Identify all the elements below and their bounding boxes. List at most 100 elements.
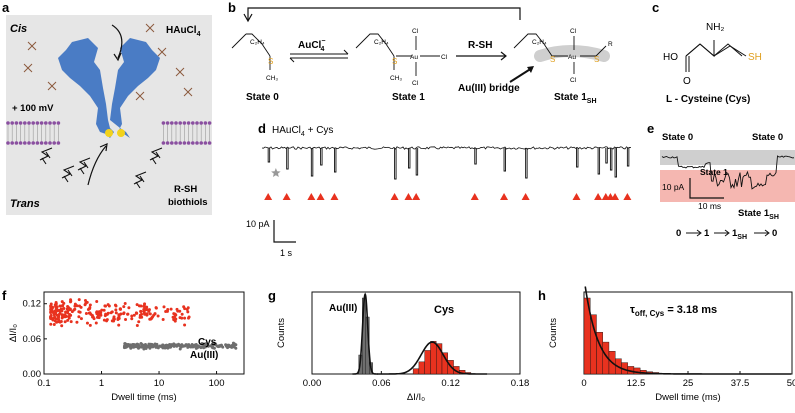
f-legend-cys: Cys [198,337,217,348]
h-xtick-label: 12.5 [627,378,646,389]
aucl4-molecule [27,41,37,51]
biothiol-molecules [39,147,163,189]
lipid-head [56,141,61,145]
lipid-head [10,141,14,145]
state0-label: State 0 [246,92,279,103]
f-point-auiii [234,346,238,350]
f-xtick-label: 1 [99,378,104,389]
f-point-cys [69,298,73,302]
f-point-cys [112,319,116,323]
h-xtick-label: 25 [683,378,694,389]
f-point-cys [95,299,99,303]
lipid-head [31,121,35,125]
f-point-auiii [225,344,229,348]
f-point-cys [154,306,158,310]
f-point-cys [100,308,104,312]
f-point-cys [142,309,146,313]
g-bar-cys [424,350,431,375]
f-point-cys [77,310,81,314]
f-point-cys [88,323,92,327]
f-point-auiii [168,343,172,347]
g-xtick-label: 0.12 [441,378,460,389]
f-point-cys [63,313,67,317]
f-point-cys [79,305,83,309]
trace-d-scalebar: 10 pA 1 s [246,219,296,258]
state0-sulfur: S [268,57,273,66]
f-point-cys [153,312,157,316]
f-point-cys [97,316,101,320]
e-sequence: 0 1 1SH 0 [676,228,777,241]
lipid-head [195,121,199,125]
cys-sh: SH [748,52,762,63]
f-point-cys [183,307,187,311]
f-point-auiii [204,342,208,346]
e-scalebar [689,178,724,199]
f-point-cys [68,307,72,311]
lipid-head [161,121,166,125]
f-point-cys [124,317,128,321]
voltage-label: + 100 mV [12,103,54,114]
trace-d-baseline [261,146,632,150]
lipid-head [6,121,10,125]
panel-a-background [6,15,212,215]
lipid-head [44,141,48,145]
f-point-cys [62,307,66,311]
e-state1: State 1 [700,167,728,177]
lipid-head [165,141,170,145]
f-point-cys [102,318,106,322]
f-ylabel: ΔI/I₀ [8,324,19,342]
f-point-cys [180,316,184,320]
f-point-cys [122,311,126,315]
e-state0-right: State 0 [752,132,783,143]
biothiols-label-1: R-SH [174,184,197,195]
f-point-auiii [212,346,216,350]
g-xtick-label: 0.00 [303,378,322,389]
trans-label: Trans [10,198,40,210]
trace-e-line [661,155,795,190]
f-point-cys [77,315,81,319]
trace-d-event [626,148,630,167]
f-point-auiii [178,344,182,348]
f-point-cys [49,322,53,326]
f-point-cys [175,307,179,311]
f-point-auiii [216,345,220,349]
g-gaussian-fit [377,341,488,375]
f-point-cys [85,321,89,325]
f-point-cys [106,303,110,307]
lipid-head [14,141,19,145]
f-point-auiii [145,344,149,348]
f-point-cys [135,311,139,315]
lipid-head [182,141,187,145]
f-point-cys [69,320,73,324]
f-point-cys [173,313,177,317]
f-point-cys [52,322,56,326]
f-point-cys [83,303,87,307]
f-point-auiii [175,344,179,348]
f-ytick-label: 0.06 [23,334,42,345]
f-point-auiii [155,342,159,346]
state1sh-label: State 1SH [554,92,597,105]
h-xtick-label: 37.5 [731,378,750,389]
trace-d-event [310,148,314,177]
f-point-cys [185,307,189,311]
lipid-head [23,141,27,145]
aucl4-molecule [183,87,193,97]
state1sh-au: Au [568,54,576,61]
f-point-cys [83,298,87,302]
state1sh-sulfur-1: S [550,55,555,64]
aucl4-molecule [23,63,33,73]
f-point-cys [73,307,77,311]
f-point-cys [60,300,64,304]
f-point-cys [105,318,109,322]
f-point-cys [67,316,71,320]
f-point-cys [77,298,81,302]
f-point-cys [49,313,53,317]
f-point-auiii [161,345,165,349]
state1-label: State 1 [392,92,425,103]
panel-c-label: c [652,0,659,15]
f-point-cys [66,311,70,315]
gold-atom-left [105,129,113,137]
f-point-auiii [214,342,218,346]
f-point-cys [169,307,173,311]
g-gaussian-fit [352,292,378,375]
